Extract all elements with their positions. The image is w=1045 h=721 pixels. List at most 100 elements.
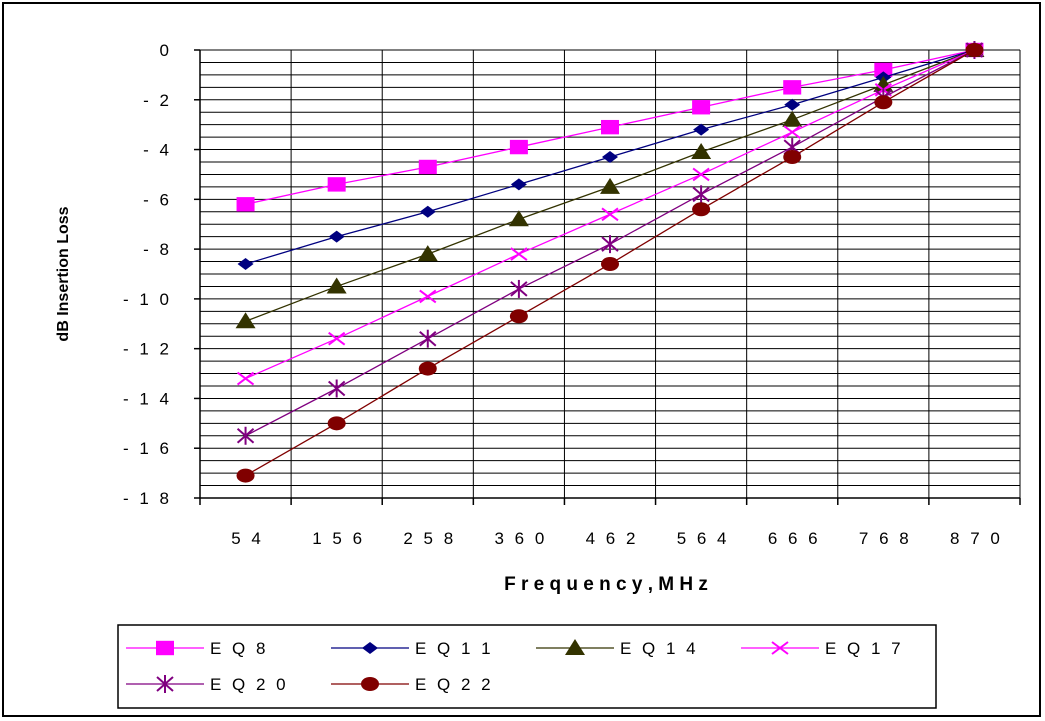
x-axis-label: F r e q u e n c y , M H z bbox=[504, 574, 708, 595]
data-point bbox=[328, 331, 346, 346]
data-point bbox=[692, 185, 710, 204]
data-point bbox=[417, 245, 438, 262]
data-point bbox=[565, 639, 585, 655]
data-point bbox=[692, 167, 710, 182]
data-point bbox=[418, 159, 437, 175]
data-point bbox=[783, 125, 801, 139]
legend-label: E Q 1 4 bbox=[620, 639, 699, 658]
legend: E Q 8 E Q 1 1 E Q 1 4 E Q 1 7 E Q 2 0 E Q 2 2 bbox=[117, 624, 937, 709]
data-point bbox=[601, 257, 619, 272]
data-point bbox=[874, 95, 893, 110]
marker-stroke bbox=[236, 371, 255, 386]
legend-label: E Q 2 2 bbox=[415, 675, 494, 694]
marker-stroke bbox=[510, 247, 528, 261]
y-tick-label: - 1 4 bbox=[123, 389, 172, 408]
legend-item: E Q 2 0 bbox=[126, 675, 289, 694]
data-point bbox=[509, 139, 528, 155]
data-point bbox=[236, 197, 255, 212]
legend-label: E Q 1 7 bbox=[825, 639, 904, 658]
data-point bbox=[327, 416, 346, 431]
marker-stroke bbox=[419, 289, 437, 304]
y-tick-label: - 4 bbox=[143, 141, 172, 160]
data-point bbox=[510, 247, 528, 261]
data-point bbox=[510, 178, 527, 191]
data-point bbox=[782, 110, 803, 127]
x-tick-label: 7 6 8 bbox=[859, 529, 912, 548]
data-point bbox=[361, 677, 379, 691]
marker-stroke bbox=[601, 207, 619, 222]
data-point bbox=[601, 207, 619, 222]
marker-stroke bbox=[771, 641, 789, 655]
data-point bbox=[362, 642, 378, 654]
y-tick-label: - 1 2 bbox=[123, 340, 172, 359]
legend-label: E Q 1 1 bbox=[415, 639, 494, 658]
x-tick-label: 5 4 bbox=[231, 529, 264, 548]
x-tick-label: 2 5 8 bbox=[403, 529, 456, 548]
data-point bbox=[236, 371, 255, 386]
legend-item: E Q 1 7 bbox=[741, 639, 904, 658]
data-point bbox=[510, 279, 528, 298]
tick-labels: 0 - 2 - 4 - 6 - 8 - 1 0 - 1 2 - 1 4 - 1 6 - 1 8 5 … bbox=[123, 41, 1003, 548]
data-point bbox=[156, 675, 174, 693]
y-tick-label: - 1 8 bbox=[123, 489, 172, 508]
x-tick-label: 3 6 0 bbox=[494, 529, 547, 548]
data-point bbox=[235, 312, 256, 329]
series-eq-20 bbox=[236, 41, 984, 445]
series-eq-14 bbox=[235, 41, 985, 329]
legend-item: E Q 1 4 bbox=[536, 639, 699, 658]
data-point bbox=[783, 80, 802, 95]
x-tick-label: 5 6 4 bbox=[677, 529, 730, 548]
series bbox=[235, 41, 985, 483]
legend-item: E Q 1 1 bbox=[331, 639, 494, 658]
y-axis-label: dB Insertion Loss bbox=[55, 206, 72, 341]
x-tick-label: 1 5 6 bbox=[312, 529, 365, 548]
y-tick-label: - 1 6 bbox=[123, 439, 172, 458]
data-point bbox=[965, 43, 984, 57]
data-point bbox=[418, 361, 437, 376]
axes bbox=[194, 49, 1021, 505]
data-point bbox=[237, 258, 254, 271]
data-point bbox=[236, 426, 255, 445]
data-point bbox=[691, 143, 712, 160]
y-tick-label: - 1 0 bbox=[123, 290, 172, 309]
data-point bbox=[326, 277, 347, 294]
data-point bbox=[771, 641, 789, 655]
legend-box bbox=[117, 624, 937, 709]
y-tick-label: - 6 bbox=[143, 190, 172, 209]
marker-stroke bbox=[783, 125, 801, 139]
marker-stroke bbox=[328, 331, 346, 346]
y-tick-label: - 8 bbox=[143, 240, 172, 259]
y-tick-label: - 2 bbox=[143, 91, 172, 110]
data-point bbox=[509, 309, 528, 324]
data-point bbox=[693, 123, 710, 136]
legend-item: E Q 8 bbox=[126, 639, 268, 658]
data-point bbox=[602, 151, 618, 164]
series-eq-22 bbox=[236, 43, 984, 483]
x-tick-label: 8 7 0 bbox=[950, 529, 1003, 548]
x-tick-label: 4 6 2 bbox=[586, 529, 639, 548]
data-point bbox=[600, 177, 620, 194]
data-point bbox=[419, 205, 436, 218]
legend-label: E Q 8 bbox=[210, 639, 268, 658]
data-point bbox=[328, 379, 346, 398]
data-point bbox=[601, 119, 619, 135]
data-point bbox=[601, 235, 619, 254]
data-point bbox=[328, 230, 345, 243]
data-point bbox=[236, 468, 255, 483]
data-point bbox=[874, 62, 893, 78]
y-tick-label: 0 bbox=[160, 41, 172, 60]
data-point bbox=[156, 640, 174, 656]
data-point bbox=[508, 210, 529, 227]
series-eq-17 bbox=[236, 43, 984, 386]
data-point bbox=[419, 329, 437, 348]
data-point bbox=[784, 98, 801, 111]
data-point bbox=[692, 100, 711, 115]
marker-stroke bbox=[692, 167, 710, 182]
legend-item: E Q 2 2 bbox=[331, 675, 494, 694]
data-point bbox=[419, 289, 437, 304]
data-point bbox=[692, 202, 711, 217]
legend-label: E Q 2 0 bbox=[210, 675, 289, 694]
data-point bbox=[327, 177, 346, 192]
